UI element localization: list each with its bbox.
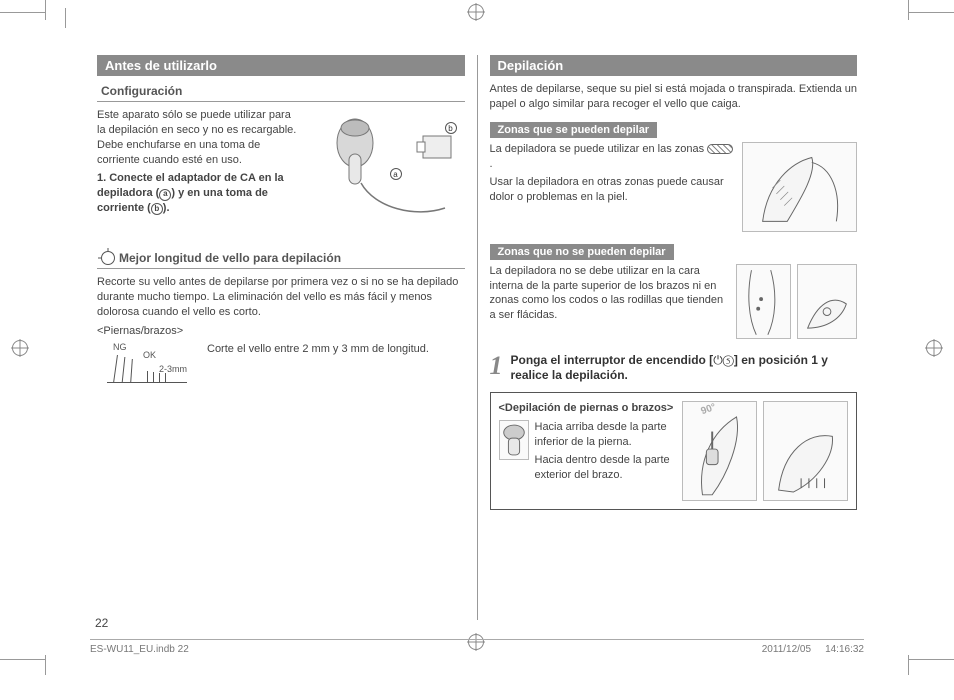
crop-mark bbox=[908, 0, 909, 20]
text-fragment: Ponga el interruptor de encendido [ bbox=[511, 353, 714, 367]
subheading-configuration: Configuración bbox=[97, 82, 465, 102]
illustration-zones-no bbox=[736, 264, 857, 339]
crop-mark bbox=[45, 655, 46, 675]
registration-mark-icon bbox=[12, 340, 28, 356]
left-column: Antes de utilizarlo Configuración a b Es… bbox=[85, 55, 478, 620]
label-b-icon: b bbox=[445, 122, 457, 134]
text-hair-sub: <Piernas/brazos> bbox=[97, 324, 465, 339]
illustration-zones-ok bbox=[742, 142, 857, 232]
power-switch-icon: ⏻⑤ bbox=[713, 353, 734, 367]
step-1-text: Ponga el interruptor de encendido [⏻⑤] e… bbox=[511, 353, 858, 384]
text-fragment: La depiladora se puede utilizar en las z… bbox=[490, 143, 708, 155]
registration-mark-icon bbox=[468, 4, 484, 20]
label-range: 2-3mm bbox=[159, 364, 187, 374]
footer-time: 14:16:32 bbox=[825, 644, 864, 655]
footer-filename: ES-WU11_EU.indb 22 bbox=[90, 644, 189, 655]
print-footer: ES-WU11_EU.indb 22 2011/12/05 14:16:32 bbox=[90, 639, 864, 655]
text-hair-cut-instruction: Corte el vello entre 2 mm y 3 mm de long… bbox=[207, 342, 465, 357]
crop-mark bbox=[908, 655, 909, 675]
label-a-inline-icon: a bbox=[159, 189, 171, 201]
subheading-hair-length: Mejor longitud de vello para depilación bbox=[97, 249, 465, 269]
label-a-icon: a bbox=[390, 168, 402, 180]
section-heading-epilation: Depilación bbox=[490, 55, 858, 76]
crop-mark bbox=[45, 0, 46, 20]
frame-title: <Depilación de piernas o brazos> bbox=[499, 401, 675, 416]
tip-icon bbox=[101, 251, 115, 265]
illustration-hair-length: NG OK 2-3mm bbox=[107, 342, 187, 387]
subheading-zones-no: Zonas que no se pueden depilar bbox=[490, 244, 674, 260]
crop-mark bbox=[909, 659, 954, 660]
label-ok: OK bbox=[143, 350, 156, 360]
frame-legs-arms: <Depilación de piernas o brazos> Hacia a… bbox=[490, 392, 858, 510]
registration-mark-icon bbox=[926, 340, 942, 356]
frame-p2: Hacia dentro desde la parte exterior del… bbox=[535, 453, 675, 483]
label-b-inline-icon: b bbox=[151, 203, 163, 215]
right-column: Depilación Antes de depilarse, seque su … bbox=[478, 55, 870, 620]
crop-mark bbox=[0, 12, 45, 13]
text-hair-description: Recorte su vello antes de depilarse por … bbox=[97, 275, 465, 320]
label-ng: NG bbox=[113, 342, 127, 352]
hatch-icon bbox=[707, 144, 733, 154]
illustration-device-adapter: a b bbox=[305, 108, 465, 243]
page-content: Antes de utilizarlo Configuración a b Es… bbox=[85, 55, 869, 620]
text-fragment: . bbox=[490, 158, 493, 170]
device-head-icon bbox=[499, 420, 529, 460]
page-number: 22 bbox=[95, 616, 108, 630]
text-fragment: ). bbox=[163, 202, 170, 214]
subheading-hair-length-text: Mejor longitud de vello para depilación bbox=[119, 251, 341, 265]
step-1: 1 Ponga el interruptor de encendido [⏻⑤]… bbox=[490, 353, 858, 384]
illustration-usage: 90° bbox=[682, 401, 848, 501]
footer-date: 2011/12/05 bbox=[762, 644, 811, 655]
crop-mark bbox=[65, 8, 66, 28]
crop-mark bbox=[909, 12, 954, 13]
frame-p1: Hacia arriba desde la parte inferior de … bbox=[535, 420, 675, 450]
section-heading-before-use: Antes de utilizarlo bbox=[97, 55, 465, 76]
crop-mark bbox=[0, 659, 45, 660]
subheading-zones-ok: Zonas que se pueden depilar bbox=[490, 122, 658, 138]
step-number: 1 bbox=[490, 353, 503, 384]
text-epilation-intro: Antes de depilarse, seque su piel si est… bbox=[490, 82, 858, 112]
